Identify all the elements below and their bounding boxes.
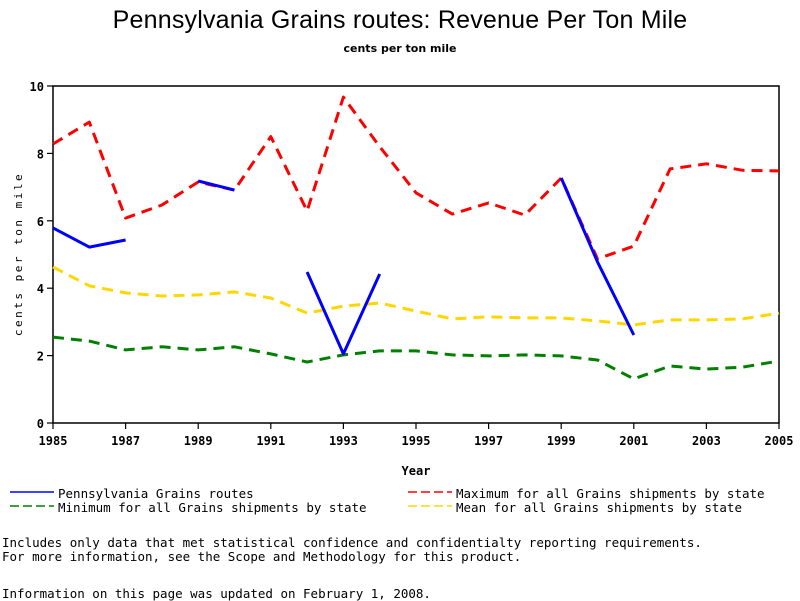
legend-label: Minimum for all Grains shipments by stat…: [58, 500, 367, 515]
legend-item-mean: Mean for all Grains shipments by state: [408, 500, 742, 514]
x-axis-title: Year: [402, 464, 431, 478]
legend-swatch-yellow-dashed: [408, 502, 452, 512]
footnote-methodology: For more information, see the Scope and …: [2, 549, 521, 564]
series-line: [198, 181, 234, 190]
legend-label: Pennsylvania Grains routes: [58, 486, 254, 501]
x-tick-label: 1987: [111, 434, 140, 448]
x-tick-label: 1999: [547, 434, 576, 448]
series-minimum-for-all-grains-shipments-by-state: [53, 337, 779, 379]
y-tick-label: 0: [37, 417, 44, 431]
y-tick-label: 2: [37, 350, 44, 364]
series-line: [53, 228, 126, 247]
series-line: [53, 337, 779, 379]
legend-item-pennsylvania: Pennsylvania Grains routes: [10, 486, 254, 500]
x-tick-label: 2001: [619, 434, 648, 448]
series-line: [53, 97, 779, 259]
series-line: [307, 272, 380, 354]
y-tick-label: 10: [30, 80, 44, 94]
footnote-confidence: Includes only data that met statistical …: [2, 535, 702, 550]
x-tick-label: 1997: [474, 434, 503, 448]
x-tick-label: 1993: [329, 434, 358, 448]
legend-swatch-blue-solid: [10, 488, 54, 498]
x-tick-label: 2003: [692, 434, 721, 448]
y-tick-label: 6: [37, 215, 44, 229]
legend-label: Mean for all Grains shipments by state: [456, 500, 742, 515]
legend-swatch-green-dashed: [10, 502, 54, 512]
y-tick-label: 4: [37, 282, 44, 296]
x-tick-label: 1995: [402, 434, 431, 448]
legend: Pennsylvania Grains routes Maximum for a…: [0, 486, 800, 520]
x-tick-label: 1985: [39, 434, 68, 448]
x-tick-label: 1989: [184, 434, 213, 448]
legend-swatch-red-dashed: [408, 488, 452, 498]
y-axis-title: cents per ton mile: [12, 172, 25, 336]
x-tick-label: 2005: [765, 434, 794, 448]
axes: 0 2 4 6 8 10 1985 1987 1989 1991 1993 1995 1997 1999 2…: [30, 80, 794, 448]
x-tick-label: 1991: [256, 434, 285, 448]
series-maximum-for-all-grains-shipments-by-state: [53, 97, 779, 259]
footnote-updated: Information on this page was updated on …: [2, 586, 431, 601]
legend-label: Maximum for all Grains shipments by stat…: [456, 486, 765, 501]
line-chart: 0 2 4 6 8 10 1985 1987 1989 1991 1993 1995 1997 1999 2…: [0, 0, 800, 480]
plot-frame: [53, 86, 779, 423]
legend-item-minimum: Minimum for all Grains shipments by stat…: [10, 500, 367, 514]
series-layer: [53, 97, 779, 379]
y-tick-label: 8: [37, 147, 44, 161]
legend-item-maximum: Maximum for all Grains shipments by stat…: [408, 486, 765, 500]
series-pennsylvania-grains-routes: [53, 178, 634, 354]
series-mean-for-all-grains-shipments-by-state: [53, 267, 779, 325]
